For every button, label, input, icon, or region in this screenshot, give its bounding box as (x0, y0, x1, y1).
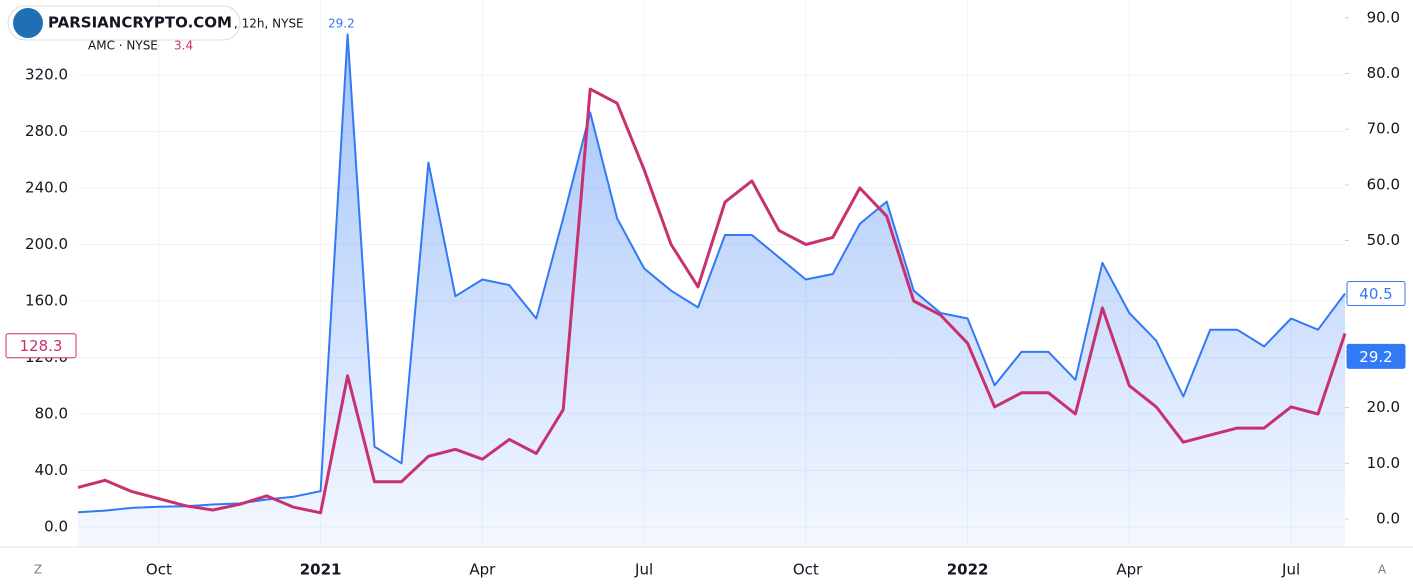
x-tick-label: 2022 (947, 561, 989, 579)
watermark-logo (13, 8, 43, 38)
y2-tick-label: 20.0 (1367, 398, 1400, 416)
price-label-box (5, 333, 77, 359)
y-tick-label: 0.0 (44, 517, 68, 535)
y2-tick-label: 70.0 (1367, 120, 1400, 138)
corner-label: A (1378, 563, 1387, 577)
price-label: 128.3 (20, 337, 63, 355)
legend-text: AMC · NYSE (88, 39, 158, 53)
y2-tick-label: 60.0 (1367, 175, 1400, 193)
y-tick-label: 200.0 (25, 235, 68, 253)
y-tick-label: 240.0 (25, 178, 68, 196)
x-tick-label: Apr (1116, 561, 1143, 579)
legend: PARSIANCRYPTO.COM , 12h, NYSE 29.2 AMC ·… (7, 5, 355, 53)
price-label: 29.2 (1359, 348, 1392, 366)
x-tick-label: Oct (146, 561, 172, 579)
x-tick-label: Apr (469, 561, 496, 579)
y-tick-label: 160.0 (25, 291, 68, 309)
series-line (77, 33, 1346, 514)
series-line (77, 87, 1347, 515)
y-tick-label: 280.0 (25, 122, 68, 140)
y-tick-label: 40.0 (35, 461, 68, 479)
corner-label: Z (34, 563, 42, 577)
y-tick-label: 320.0 (25, 65, 68, 83)
legend-value: 29.2 (328, 17, 355, 31)
x-tick-label: Jul (1281, 561, 1300, 579)
legend-value: 3.4 (174, 39, 193, 53)
price-label-box (1346, 343, 1406, 369)
x-tick-label: 2021 (300, 561, 342, 579)
y2-tick-label: 10.0 (1367, 454, 1400, 472)
y-tick-label: 80.0 (35, 404, 68, 422)
price-label-box (1346, 280, 1406, 306)
y2-tick-label: 80.0 (1367, 64, 1400, 82)
watermark-box (7, 5, 241, 41)
y2-tick-label: 90.0 (1367, 8, 1400, 26)
area (78, 34, 1345, 547)
price-label: 40.5 (1359, 285, 1392, 303)
y2-tick-label: 0.0 (1376, 509, 1400, 527)
watermark: PARSIANCRYPTO.COM (48, 14, 232, 32)
x-tick-label: Oct (793, 561, 819, 579)
legend-text: , 12h, NYSE (234, 17, 304, 31)
y2-tick-label: 50.0 (1367, 231, 1400, 249)
x-tick-label: Jul (634, 561, 653, 579)
